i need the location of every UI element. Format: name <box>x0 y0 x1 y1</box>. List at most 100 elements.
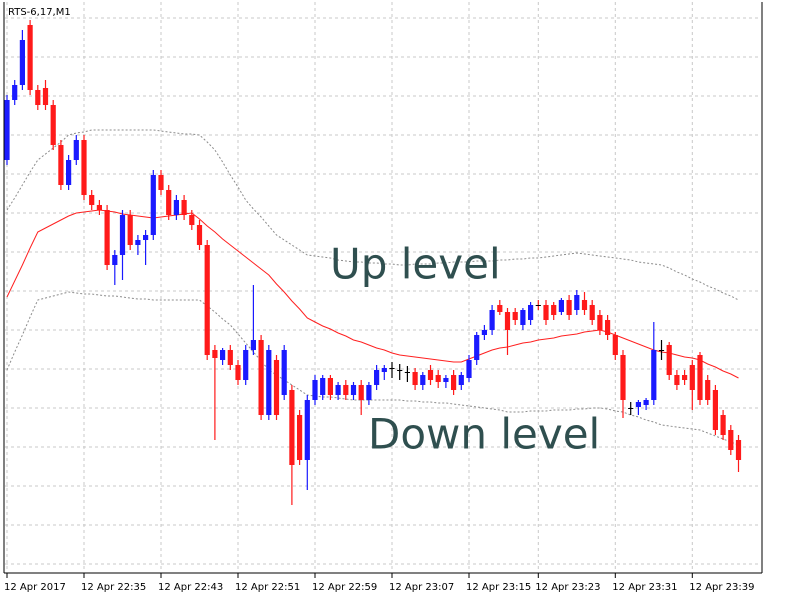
candle-body <box>697 355 703 400</box>
candle-body <box>112 255 118 265</box>
candle-body <box>528 305 534 320</box>
candle-body <box>189 215 195 225</box>
grid <box>5 2 761 572</box>
candle-body <box>81 140 87 195</box>
candle-body <box>150 175 156 235</box>
candle-body <box>297 415 303 460</box>
candle-body <box>705 380 711 400</box>
annotation: Down level <box>368 410 600 459</box>
candle-body <box>551 305 557 315</box>
candle-body <box>327 378 333 395</box>
candle-body <box>96 205 102 210</box>
candle-body <box>712 390 718 430</box>
indicator-line <box>6 291 739 446</box>
candle-body <box>358 385 364 400</box>
candle-body <box>735 440 742 460</box>
plot <box>4 20 742 505</box>
candle-body <box>682 375 688 380</box>
candle-body <box>135 240 141 245</box>
candle-body <box>535 305 541 306</box>
candle-body <box>220 350 226 360</box>
candle-body <box>335 385 341 395</box>
candle-body <box>119 215 126 255</box>
candle-body <box>620 355 626 400</box>
candle-body <box>58 145 64 185</box>
candle-body <box>628 408 634 409</box>
candle-body <box>720 415 726 435</box>
candle-body <box>674 375 680 385</box>
candle-body <box>281 350 287 395</box>
x-tick-label: 12 Apr 23:31 <box>612 582 677 593</box>
candle-body <box>381 368 387 372</box>
candle-body <box>504 312 511 330</box>
x-tick-label: 12 Apr 23:07 <box>389 582 454 593</box>
x-tick-label: 12 Apr 23:15 <box>466 582 531 593</box>
candle-body <box>458 375 464 385</box>
annotation: Up level <box>330 240 501 289</box>
candle-body <box>350 385 357 395</box>
candle-body <box>443 378 449 382</box>
x-tick-label: 12 Apr 22:35 <box>81 582 146 593</box>
candle-body <box>474 335 480 360</box>
candle-body <box>589 305 595 320</box>
candle-body <box>173 200 179 215</box>
candle-body <box>404 372 410 373</box>
candle-body <box>158 175 164 190</box>
candle-body <box>435 375 441 382</box>
candle-body <box>50 105 56 145</box>
candle-body <box>258 340 264 415</box>
candle-body <box>566 300 572 315</box>
candle-body <box>366 385 372 400</box>
candle-body <box>66 160 72 185</box>
candle-body <box>12 85 18 100</box>
candle-body <box>196 225 203 245</box>
candle-body <box>581 300 588 310</box>
candle-body <box>27 25 33 90</box>
candle-body <box>273 360 280 415</box>
candle-body <box>89 195 95 205</box>
x-tick-label: 12 Apr 22:59 <box>312 582 377 593</box>
candle-body <box>481 330 487 335</box>
x-tick-label: 12 Apr 23:23 <box>535 582 600 593</box>
candle-body <box>312 380 318 400</box>
candle-body <box>612 335 618 355</box>
candle-body <box>543 305 549 320</box>
candle-body <box>389 368 395 369</box>
candle-body <box>143 235 149 240</box>
candle-body <box>489 310 495 330</box>
candle-body <box>558 300 564 312</box>
x-tick-label: 12 Apr 22:51 <box>235 582 300 593</box>
candle-body <box>204 245 210 355</box>
candle-body <box>658 350 665 351</box>
candle-body <box>643 400 649 405</box>
candle-body <box>597 315 603 330</box>
x-tick-label: 12 Apr 23:39 <box>689 582 754 593</box>
candle-body <box>166 190 172 215</box>
candle-body <box>127 215 133 245</box>
candle-body <box>420 375 426 385</box>
candle-body <box>605 320 611 335</box>
chart-title: RTS-6,17,M1 <box>8 7 71 18</box>
candle-body <box>266 350 272 415</box>
candle-body <box>689 365 695 390</box>
candle-body <box>451 375 457 390</box>
candle-body <box>320 378 326 395</box>
candle-body <box>666 345 672 375</box>
candle-body <box>42 88 49 105</box>
candle-body <box>73 140 79 160</box>
candle-body <box>243 350 249 380</box>
candle-body <box>4 100 10 160</box>
candle-body <box>304 400 310 460</box>
candle-body <box>512 312 518 320</box>
x-tick-label: 12 Apr 22:43 <box>158 582 223 593</box>
indicator-line <box>6 129 739 301</box>
candle-body <box>412 372 418 385</box>
candle-body <box>427 370 434 380</box>
candle-body <box>212 350 218 358</box>
candle-body <box>19 40 25 85</box>
candle-body <box>397 370 403 371</box>
candle-body <box>635 402 641 407</box>
